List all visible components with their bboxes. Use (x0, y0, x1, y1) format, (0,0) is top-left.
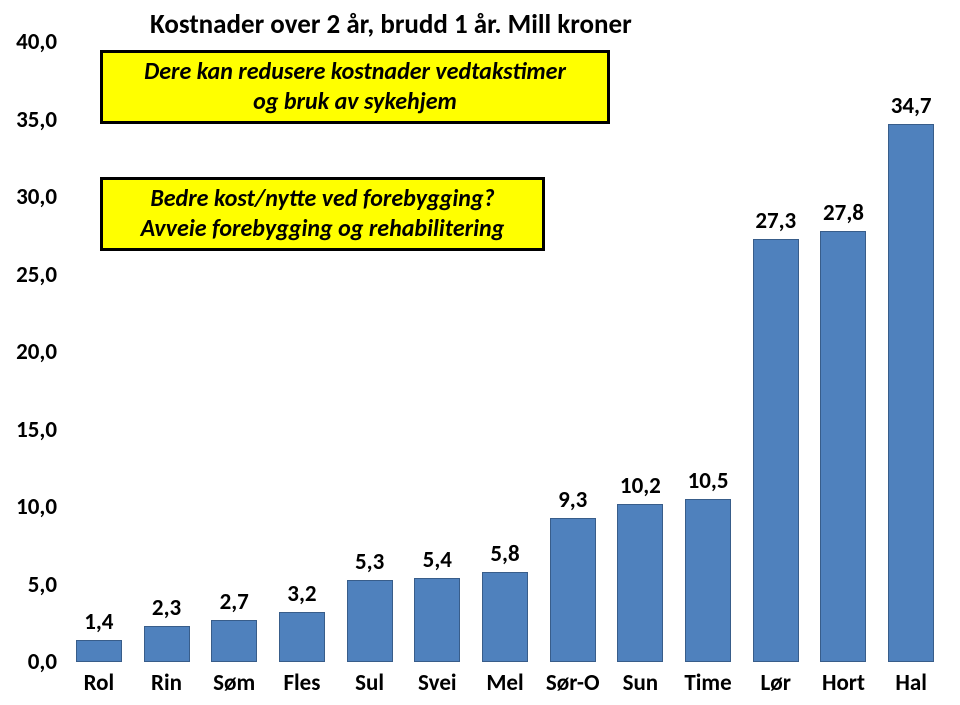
bar-value-label: 3,2 (287, 580, 316, 608)
annotation-reduce-costs: Dere kan redusere kostnader vedtakstimer… (100, 50, 610, 124)
bar-value-label: 2,7 (220, 588, 249, 616)
x-axis: Rol Rin Søm Fles Sul Svei Mel Sør-O Sun Time Lør Ho… (65, 665, 945, 705)
bar-value-label: 2,3 (152, 594, 181, 622)
x-tick-label: Time (684, 669, 731, 697)
x-tick-label: Hort (822, 669, 865, 697)
y-tick-label: 30,0 (16, 183, 57, 211)
bar-value-label: 5,8 (490, 540, 519, 568)
annotation-line: Dere kan redusere kostnader vedtakstimer (115, 57, 595, 87)
y-axis: 0,05,010,015,020,025,030,035,040,0 (0, 42, 65, 662)
x-tick-label: Rol (84, 669, 115, 697)
plot-area: 1,4 2,3 2,7 3,2 5,3 5,4 5,8 9,3 10,2 10,5 27,3 27,8… (65, 42, 945, 662)
annotation-prevention: Bedre kost/nytte ved forebygging? Avveie… (100, 177, 545, 251)
bar-value-label: 5,4 (423, 546, 452, 574)
bar (685, 499, 731, 662)
bar (753, 239, 799, 662)
x-tick-label: Sul (355, 669, 384, 697)
x-tick-label: Svei (418, 669, 457, 697)
y-tick-label: 5,0 (28, 571, 57, 599)
x-tick-label: Sør-O (546, 669, 600, 697)
bar-value-label: 10,5 (688, 467, 729, 495)
bar-value-label: 5,3 (355, 548, 384, 576)
bar (617, 504, 663, 662)
y-tick-label: 35,0 (16, 106, 57, 134)
bar-value-label: 10,2 (620, 472, 661, 500)
bar-value-label: 34,7 (891, 92, 932, 120)
bar (820, 231, 866, 662)
annotation-line: Avveie forebygging og rehabilitering (115, 214, 530, 244)
bar (347, 580, 393, 662)
x-tick-label: Mel (486, 669, 523, 697)
x-tick-label: Søm (213, 669, 255, 697)
y-tick-label: 20,0 (16, 338, 57, 366)
x-tick-label: Hal (895, 669, 927, 697)
bar-value-label: 27,8 (823, 199, 864, 227)
bar (550, 518, 596, 662)
y-tick-label: 40,0 (16, 28, 57, 56)
bar (482, 572, 528, 662)
bar-value-label: 27,3 (755, 207, 796, 235)
bar-value-label: 1,4 (84, 608, 113, 636)
x-tick-label: Fles (283, 669, 320, 697)
bar (279, 612, 325, 662)
bar (144, 626, 190, 662)
y-tick-label: 0,0 (28, 648, 57, 676)
bar (211, 620, 257, 662)
chart-title: Kostnader over 2 år, brudd 1 år. Mill kr… (150, 8, 632, 41)
bar (76, 640, 122, 662)
x-tick-label: Lør (761, 669, 791, 697)
bar (888, 124, 934, 662)
annotation-line: Bedre kost/nytte ved forebygging? (115, 184, 530, 214)
annotation-line: og bruk av sykehjem (115, 87, 595, 117)
chart-container: Kostnader over 2 år, brudd 1 år. Mill kr… (0, 0, 960, 705)
x-tick-label: Rin (151, 669, 182, 697)
x-tick-label: Sun (623, 669, 659, 697)
bar (414, 578, 460, 662)
y-tick-label: 25,0 (16, 261, 57, 289)
bar-value-label: 9,3 (558, 486, 587, 514)
y-tick-label: 15,0 (16, 416, 57, 444)
y-tick-label: 10,0 (16, 493, 57, 521)
